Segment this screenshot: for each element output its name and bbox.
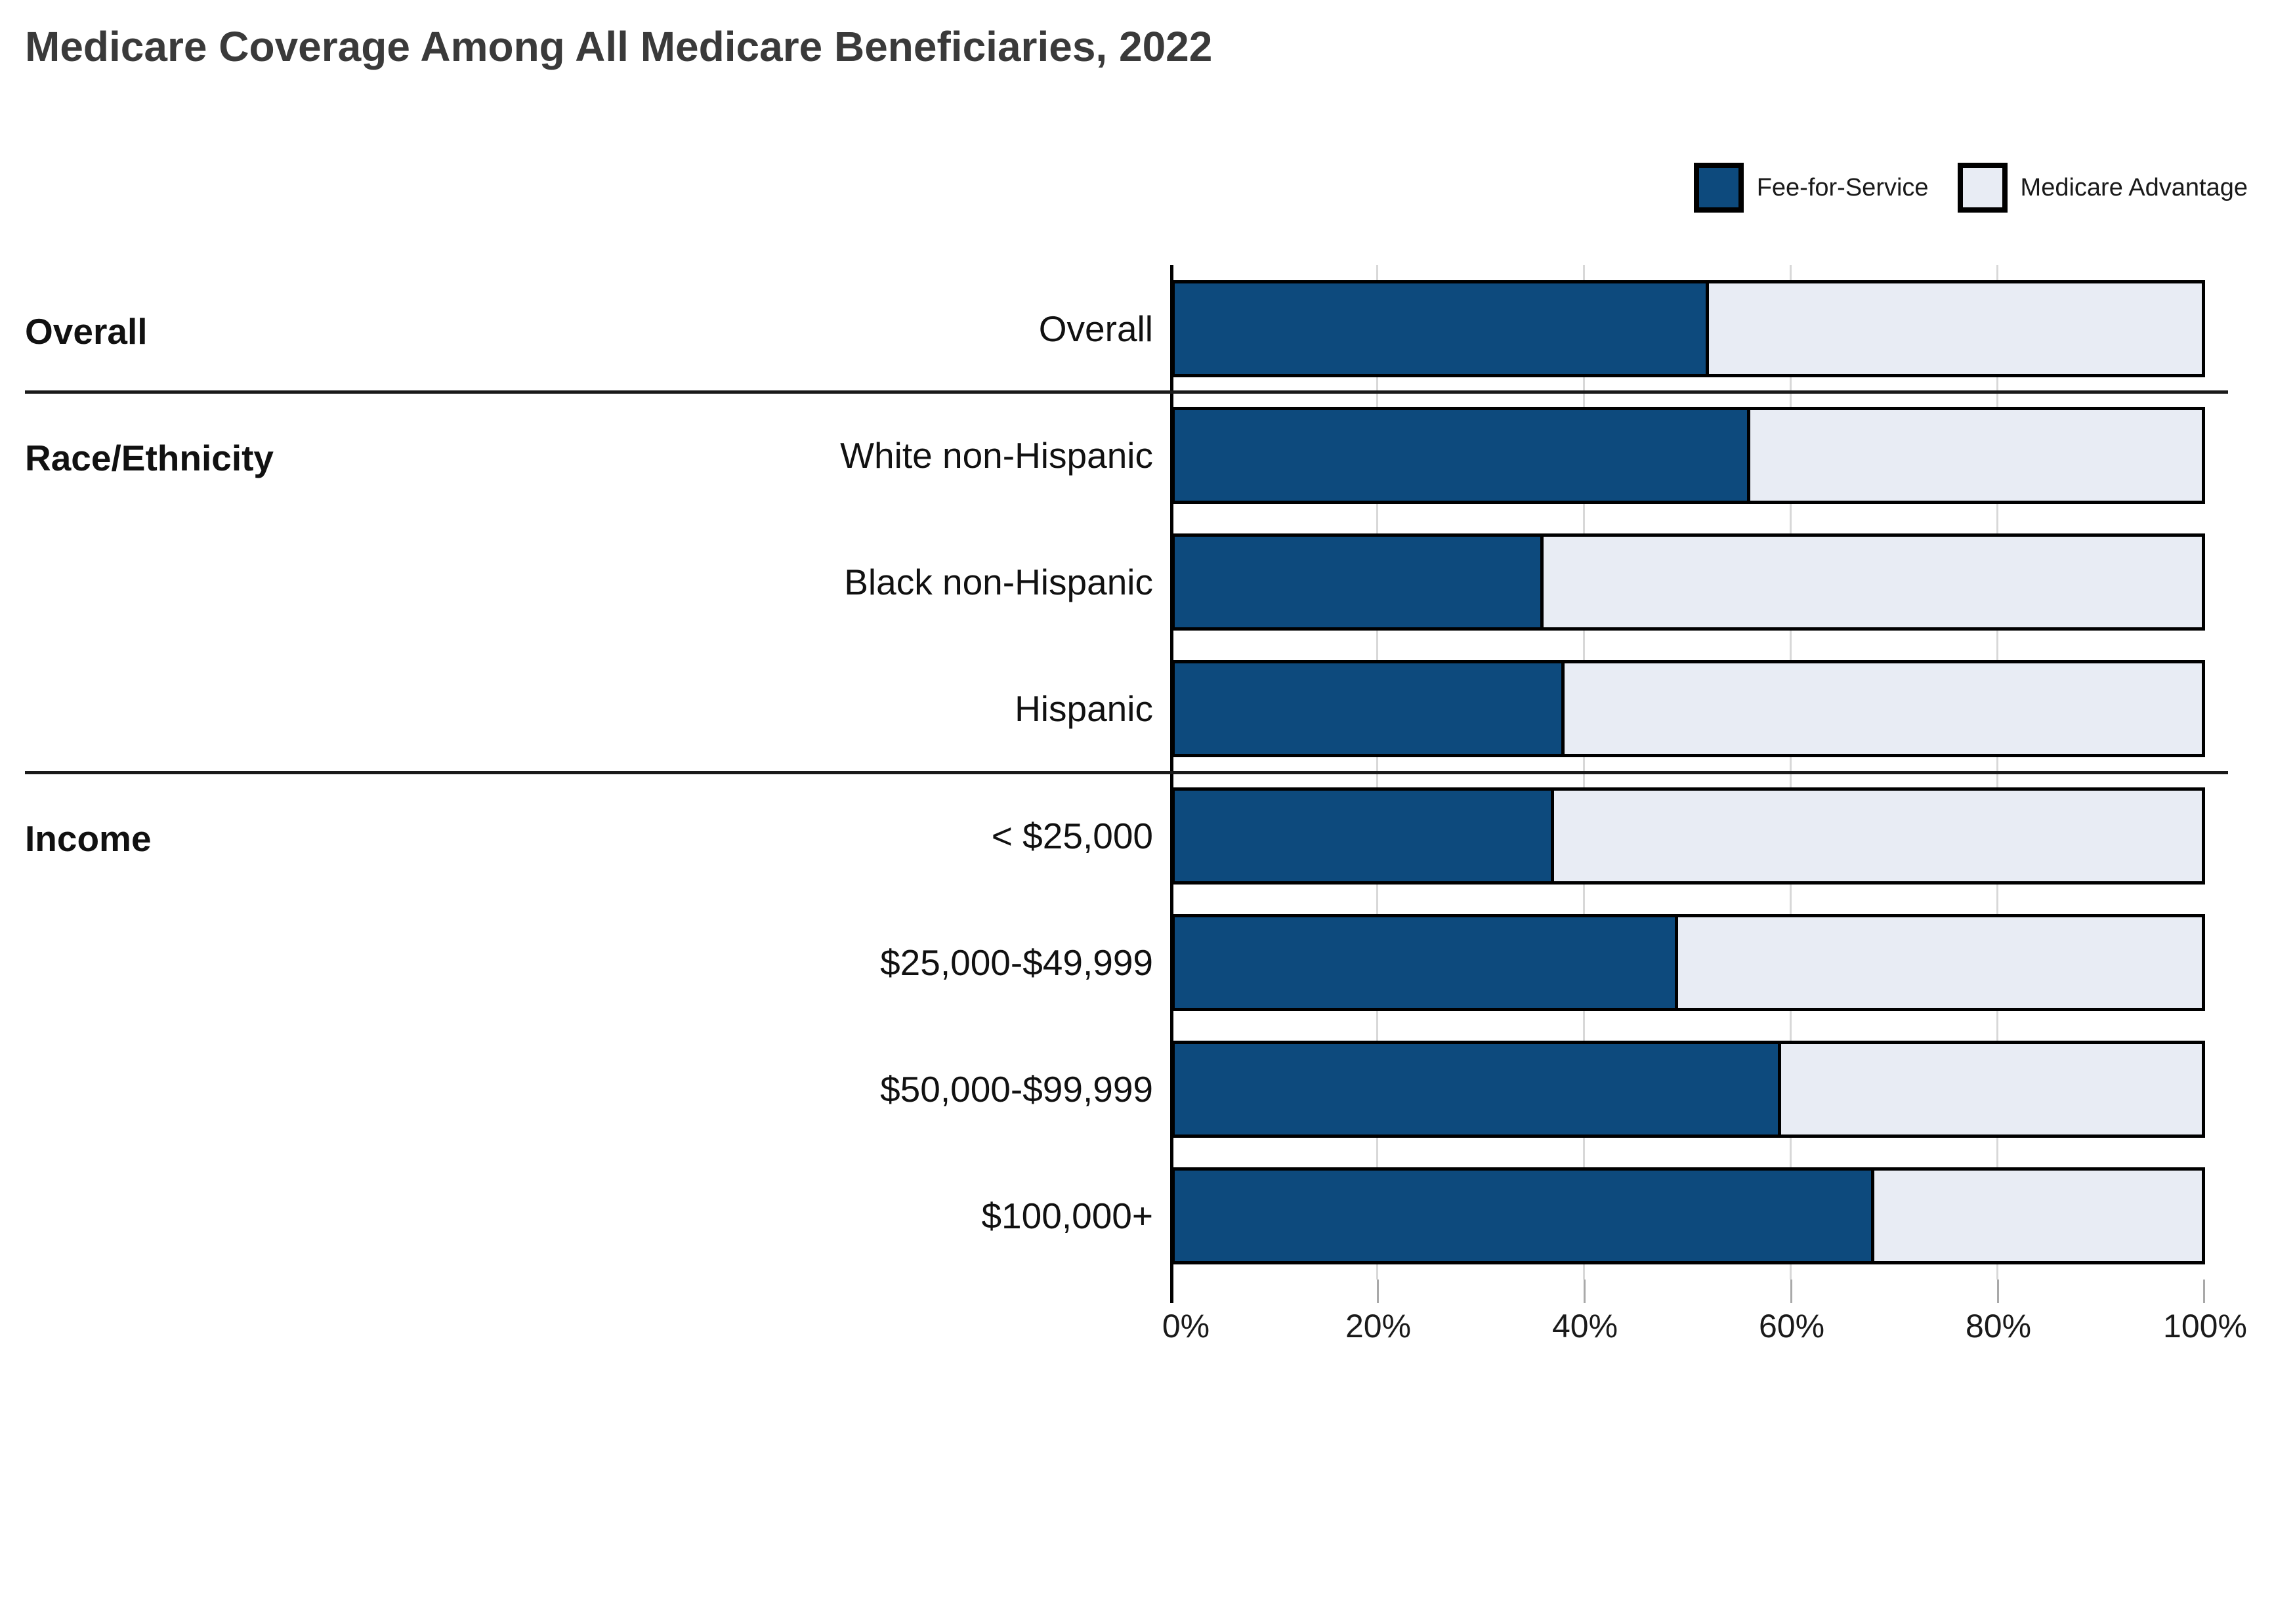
bar-segment-fee-for-service — [1171, 913, 1678, 1011]
stacked-bar — [1171, 1167, 2205, 1265]
group-label-race-ethnicity: Race/Ethnicity — [25, 438, 274, 478]
bar-segment-medicare-advantage — [1874, 1167, 2205, 1265]
bar-rows: Overall White non-Hispanic Black non-His… — [0, 265, 2205, 1280]
group-label-overall: Overall — [25, 311, 148, 352]
x-tick-label-60: 60% — [1758, 1308, 1825, 1344]
row-label: White non-Hispanic — [840, 434, 1153, 476]
group-separator-2 — [25, 771, 2228, 774]
x-tick-40 — [1584, 1280, 1586, 1303]
bar-row-income-50000-99999: $50,000-$99,999 — [0, 1026, 2205, 1153]
stacked-bar — [1171, 406, 2205, 504]
bar-segment-medicare-advantage — [1553, 787, 2205, 885]
x-tick-label-80: 80% — [1965, 1308, 2032, 1344]
stacked-bar — [1171, 787, 2205, 885]
legend-swatch-fee-for-service-icon — [1693, 163, 1744, 213]
x-tick-100 — [2203, 1280, 2205, 1303]
stacked-bar — [1171, 280, 2205, 377]
bar-segment-fee-for-service — [1171, 787, 1554, 885]
row-label: $100,000+ — [981, 1196, 1153, 1237]
chart-title: Medicare Coverage Among All Medicare Ben… — [25, 23, 1213, 70]
legend-item-fee-for-service: Fee-for-Service — [1693, 163, 1929, 213]
bar-segment-medicare-advantage — [1750, 406, 2205, 504]
bar-segment-fee-for-service — [1171, 1041, 1782, 1138]
bar-segment-medicare-advantage — [1781, 1041, 2205, 1138]
bar-segment-medicare-advantage — [1709, 280, 2205, 377]
bar-segment-fee-for-service — [1171, 406, 1750, 504]
row-label: Hispanic — [1015, 688, 1153, 730]
group-separator-1 — [25, 390, 2228, 394]
row-label: Black non-Hispanic — [844, 562, 1153, 603]
legend: Fee-for-Service Medicare Advantage — [1693, 163, 2248, 213]
bar-row-income-under-25000: < $25,000 — [0, 772, 2205, 899]
bar-segment-fee-for-service — [1171, 533, 1544, 631]
stacked-bar — [1171, 660, 2205, 758]
x-tick-label-100: 100% — [2163, 1308, 2247, 1344]
bar-row-black-non-hispanic: Black non-Hispanic — [0, 519, 2205, 646]
legend-swatch-medicare-advantage-icon — [1957, 163, 2008, 213]
legend-label-medicare-advantage: Medicare Advantage — [2020, 173, 2248, 201]
group-label-income: Income — [25, 818, 152, 859]
bar-row-white-non-hispanic: White non-Hispanic — [0, 392, 2205, 518]
stacked-bar — [1171, 913, 2205, 1011]
bar-segment-fee-for-service — [1171, 1167, 1874, 1265]
row-label: $25,000-$49,999 — [880, 942, 1153, 983]
x-tick-label-20: 20% — [1345, 1308, 1412, 1344]
bar-segment-fee-for-service — [1171, 280, 1709, 377]
legend-label-fee-for-service: Fee-for-Service — [1756, 173, 1929, 201]
x-tick-80 — [1997, 1280, 1999, 1303]
bar-row-income-25000-49999: $25,000-$49,999 — [0, 899, 2205, 1026]
stacked-bar — [1171, 533, 2205, 631]
legend-item-medicare-advantage: Medicare Advantage — [1957, 163, 2248, 213]
bar-segment-fee-for-service — [1171, 660, 1565, 758]
bar-segment-medicare-advantage — [1544, 533, 2205, 631]
bar-row-overall: Overall — [0, 265, 2205, 392]
bar-segment-medicare-advantage — [1564, 660, 2205, 758]
x-tick-label-0: 0% — [1162, 1308, 1210, 1344]
stacked-bar — [1171, 1041, 2205, 1138]
row-label: < $25,000 — [991, 815, 1153, 856]
y-axis-line — [1170, 265, 1173, 1303]
bar-row-income-100000-plus: $100,000+ — [0, 1153, 2205, 1280]
x-tick-60 — [1790, 1280, 1792, 1303]
x-tick-label-40: 40% — [1551, 1308, 1618, 1344]
bar-segment-medicare-advantage — [1677, 913, 2205, 1011]
bar-row-hispanic: Hispanic — [0, 646, 2205, 772]
row-label: $50,000-$99,999 — [880, 1069, 1153, 1110]
x-tick-20 — [1377, 1280, 1379, 1303]
row-label: Overall — [1038, 308, 1153, 349]
